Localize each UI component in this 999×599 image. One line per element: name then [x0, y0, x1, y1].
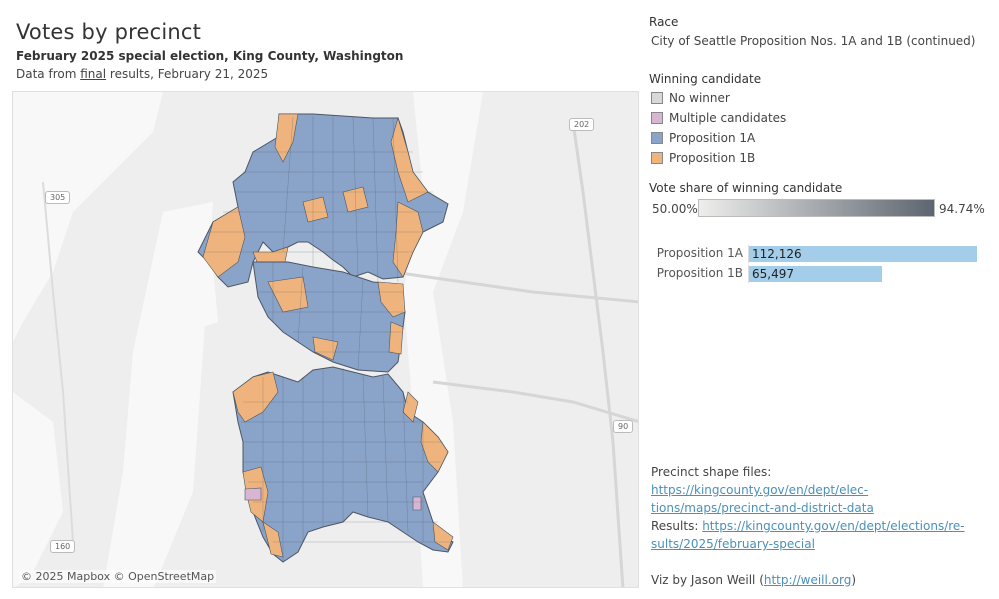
- legend-item-no-winner[interactable]: No winner: [651, 90, 730, 106]
- legend-title: Winning candidate: [649, 72, 762, 86]
- total-bar-track: 112,126: [748, 245, 989, 263]
- race-selector[interactable]: City of Seattle Proposition Nos. 1A and …: [651, 34, 976, 48]
- water-area: [173, 267, 218, 332]
- legend-swatch: [651, 112, 663, 124]
- legend-item-prop-1b[interactable]: Proposition 1B: [651, 150, 755, 166]
- precinct-multiple[interactable]: [412, 496, 422, 511]
- total-bar-1b[interactable]: [749, 266, 883, 282]
- water-area: [13, 92, 163, 342]
- credit-prefix: Viz by Jason Weill (: [651, 573, 764, 587]
- legend-item-label: Proposition 1B: [669, 151, 756, 165]
- viz-credit: Viz by Jason Weill (http://weill.org): [651, 571, 981, 589]
- precinct-1b[interactable]: [267, 276, 309, 313]
- credit-suffix: ): [851, 573, 857, 587]
- precinct-1b[interactable]: [377, 281, 406, 318]
- shape-files-note: Precinct shape files: https://kingcounty…: [651, 463, 981, 517]
- road: [571, 121, 625, 587]
- legend-item-multiple[interactable]: Multiple candidates: [651, 110, 786, 126]
- precinct-1b[interactable]: [432, 521, 454, 551]
- highway-shield-305: 305: [45, 191, 71, 204]
- legend-item-label: No winner: [669, 91, 730, 105]
- author-link[interactable]: http://weill.org: [763, 573, 852, 587]
- total-value-1a: 112,126: [752, 247, 802, 261]
- interstate-shield-90: 90: [613, 420, 634, 433]
- total-label-1a: Proposition 1A: [656, 246, 743, 260]
- race-label: Race: [649, 15, 679, 29]
- vote-share-min: 50.00%: [652, 202, 698, 216]
- shape-files-link-cont[interactable]: tions/maps/precinct-and-district-data: [651, 501, 874, 515]
- shape-files-link[interactable]: https://kingcounty.gov/en/dept/elec-: [651, 483, 869, 497]
- note-prefix: Results:: [651, 519, 703, 533]
- legend-swatch: [651, 152, 663, 164]
- map-attribution[interactable]: © 2025 Mapbox © OpenStreetMap: [19, 570, 217, 583]
- results-link-cont[interactable]: sults/2025/february-special: [651, 537, 815, 551]
- precinct-1b[interactable]: [388, 321, 404, 355]
- vote-share-title: Vote share of winning candidate: [649, 181, 843, 195]
- legend-swatch: [651, 92, 663, 104]
- precinct-1b[interactable]: [202, 206, 246, 278]
- highway-shield-202: 202: [569, 118, 595, 131]
- precinct-multiple[interactable]: [244, 487, 262, 501]
- legend-item-prop-1a[interactable]: Proposition 1A: [651, 130, 755, 146]
- total-value-1b: 65,497: [752, 267, 794, 281]
- precinct-boundaries: [203, 116, 453, 562]
- precinct-1b[interactable]: [392, 201, 424, 278]
- total-label-1b: Proposition 1B: [656, 266, 743, 280]
- legend-item-label: Proposition 1A: [669, 131, 756, 145]
- source-prefix: Data from: [16, 67, 81, 81]
- precinct-1b[interactable]: [390, 116, 429, 203]
- results-link[interactable]: https://kingcounty.gov/en/dept/elections…: [702, 519, 965, 533]
- vote-share-gradient: [698, 199, 935, 217]
- road: [42, 181, 74, 543]
- highway-shield-160: 160: [50, 540, 76, 553]
- legend-item-label: Multiple candidates: [669, 111, 787, 125]
- vote-share-max: 94.74%: [939, 202, 985, 216]
- road: [392, 270, 638, 304]
- final-results-link[interactable]: final: [80, 67, 107, 81]
- total-bar-track: 65,497: [748, 265, 989, 283]
- note-prefix: Precinct shape files:: [651, 465, 772, 479]
- page-subtitle: February 2025 special election, King Cou…: [16, 49, 404, 63]
- legend-swatch: [651, 132, 663, 144]
- page-title: Votes by precinct: [16, 20, 202, 44]
- precinct-map[interactable]: 202 305 160 90 © 2025 Mapbox © OpenStree…: [12, 91, 639, 588]
- total-bar-1a[interactable]: [749, 246, 977, 262]
- data-source-line: Data from final results, February 21, 20…: [16, 67, 268, 81]
- map-canvas[interactable]: [13, 92, 639, 588]
- precinct-1b[interactable]: [302, 196, 329, 223]
- water-area: [13, 392, 63, 587]
- source-suffix: results, February 21, 2025: [106, 67, 269, 81]
- results-note: Results: https://kingcounty.gov/en/dept/…: [651, 517, 981, 553]
- road: [432, 380, 638, 423]
